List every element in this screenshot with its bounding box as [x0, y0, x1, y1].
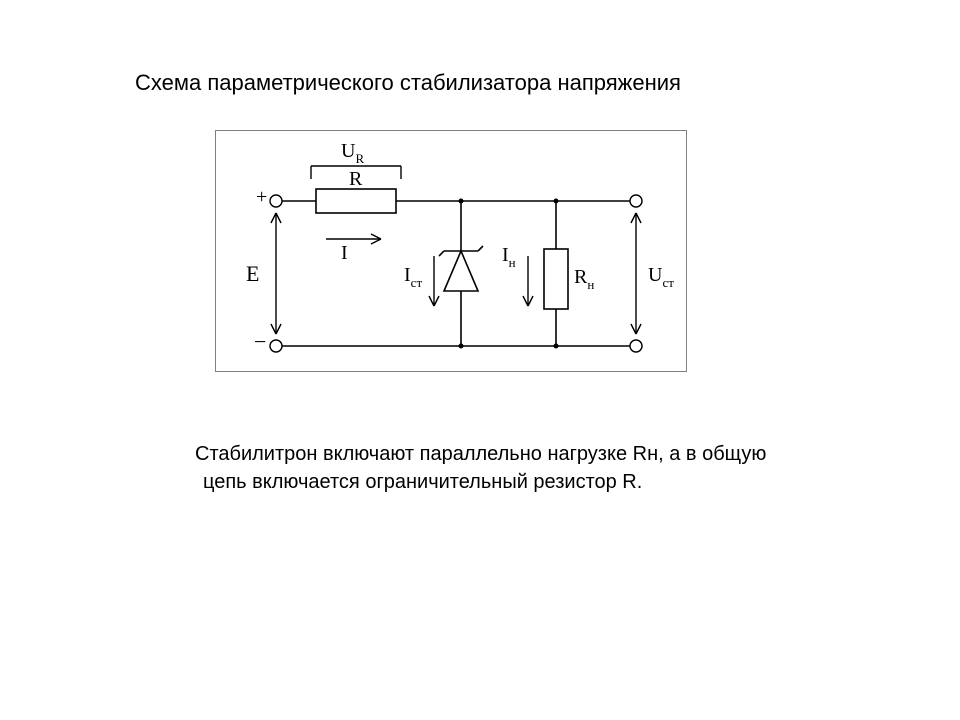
terminal-top-left [270, 195, 282, 207]
label-plus: + [256, 186, 267, 208]
terminal-bot-right [630, 340, 642, 352]
label-rn: Rн [574, 266, 594, 292]
caption-line2: цепь включается ограничительный резистор… [195, 471, 642, 493]
label-in: Iн [502, 244, 516, 270]
current-in-arrow [523, 256, 533, 306]
label-i: I [341, 242, 348, 264]
zener-diode [439, 246, 483, 291]
label-minus: − [254, 329, 266, 354]
terminal-top-right [630, 195, 642, 207]
voltage-e-arrow [271, 213, 281, 334]
caption-line1: Стабилитрон включают параллельно нагрузк… [195, 443, 766, 465]
circuit-diagram: + − E UR R I Iст Iн Rн Uст [215, 130, 687, 372]
current-i-arrow [326, 234, 381, 244]
voltage-ust-arrow [631, 213, 641, 334]
caption-text: Стабилитрон включают параллельно нагрузк… [195, 440, 766, 496]
label-ur: UR [341, 140, 364, 166]
label-r: R [349, 168, 363, 190]
resistor-rn [544, 249, 568, 309]
terminal-bot-left [270, 340, 282, 352]
label-ist: Iст [404, 264, 422, 290]
label-e: E [246, 261, 259, 286]
page-title: Схема параметрического стабилизатора нап… [135, 70, 681, 96]
label-ust: Uст [648, 264, 674, 290]
current-ist-arrow [429, 256, 439, 306]
resistor-r [316, 189, 396, 213]
